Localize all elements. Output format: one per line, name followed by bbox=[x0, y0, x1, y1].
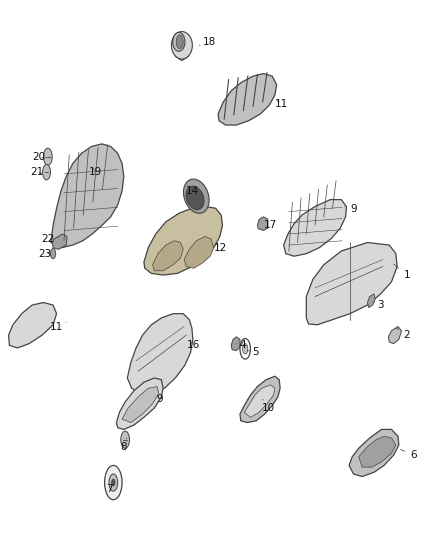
Text: 6: 6 bbox=[400, 449, 417, 460]
Ellipse shape bbox=[186, 186, 204, 209]
Text: 3: 3 bbox=[374, 300, 384, 310]
Polygon shape bbox=[258, 217, 268, 230]
Circle shape bbox=[176, 35, 183, 49]
Polygon shape bbox=[367, 294, 375, 308]
Text: 20: 20 bbox=[32, 152, 46, 161]
Polygon shape bbox=[184, 237, 214, 268]
Polygon shape bbox=[9, 303, 57, 348]
Circle shape bbox=[43, 148, 52, 165]
Circle shape bbox=[105, 465, 122, 500]
Ellipse shape bbox=[171, 31, 192, 59]
Text: 9: 9 bbox=[157, 394, 163, 405]
Polygon shape bbox=[284, 200, 346, 256]
Text: 21: 21 bbox=[30, 167, 43, 177]
Text: 2: 2 bbox=[396, 328, 410, 340]
Polygon shape bbox=[144, 206, 223, 275]
Polygon shape bbox=[240, 376, 280, 423]
Text: 17: 17 bbox=[264, 220, 277, 230]
Text: 5: 5 bbox=[247, 347, 258, 357]
Text: 23: 23 bbox=[39, 248, 52, 259]
Polygon shape bbox=[306, 243, 397, 325]
Circle shape bbox=[42, 165, 50, 180]
Circle shape bbox=[243, 344, 248, 354]
Text: 18: 18 bbox=[199, 37, 216, 47]
Circle shape bbox=[109, 474, 118, 491]
Polygon shape bbox=[52, 234, 67, 249]
Polygon shape bbox=[175, 45, 188, 61]
Text: 14: 14 bbox=[186, 186, 199, 196]
Polygon shape bbox=[51, 144, 124, 248]
Circle shape bbox=[121, 431, 130, 448]
Circle shape bbox=[50, 248, 56, 259]
Polygon shape bbox=[117, 378, 163, 430]
Polygon shape bbox=[359, 437, 396, 467]
Circle shape bbox=[112, 479, 115, 486]
Ellipse shape bbox=[184, 179, 209, 213]
Polygon shape bbox=[127, 313, 193, 393]
Text: 8: 8 bbox=[120, 438, 127, 451]
Text: 22: 22 bbox=[41, 234, 54, 244]
Text: 1: 1 bbox=[394, 264, 410, 280]
Text: 9: 9 bbox=[344, 204, 357, 214]
Polygon shape bbox=[122, 386, 159, 423]
Text: 12: 12 bbox=[214, 243, 227, 253]
Ellipse shape bbox=[173, 33, 185, 51]
Polygon shape bbox=[231, 337, 240, 351]
Polygon shape bbox=[218, 74, 277, 125]
Polygon shape bbox=[389, 327, 402, 344]
Text: 11: 11 bbox=[275, 99, 288, 109]
Text: 11: 11 bbox=[50, 321, 66, 332]
Text: 16: 16 bbox=[187, 341, 200, 350]
Text: 7: 7 bbox=[106, 479, 113, 495]
Polygon shape bbox=[349, 430, 399, 477]
Polygon shape bbox=[244, 385, 275, 417]
Text: 10: 10 bbox=[262, 399, 275, 413]
Text: 19: 19 bbox=[89, 167, 102, 177]
Text: 4: 4 bbox=[237, 341, 246, 350]
Polygon shape bbox=[152, 241, 183, 271]
